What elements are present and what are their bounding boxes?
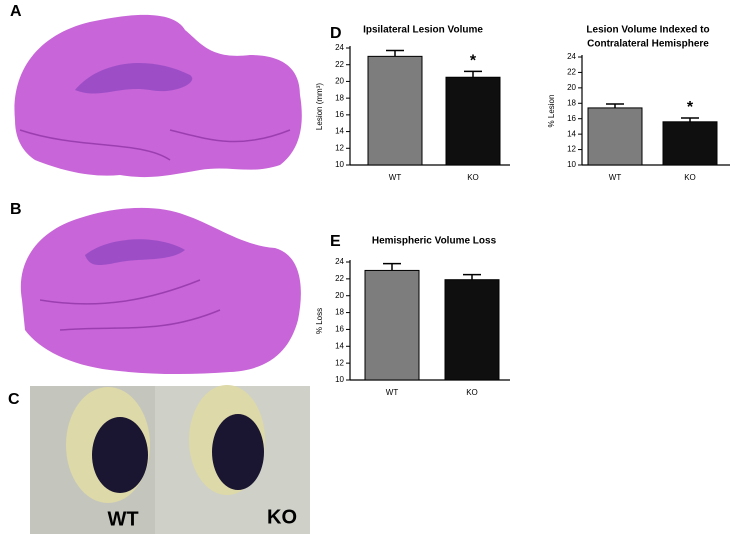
y-tick-label: 22 [335,60,344,69]
significance-mark: * [470,53,477,70]
y-tick-label: 18 [567,98,576,107]
bar [587,107,643,166]
y-tick-label: 16 [335,325,344,334]
chart-title: Lesion Volume Indexed to [586,25,709,36]
y-tick-label: 10 [335,375,344,384]
panel-label: C [8,391,20,408]
y-tick-label: 16 [335,110,344,119]
panel-label: E [330,233,341,250]
y-tick-label: 12 [335,143,344,152]
y-tick-label: 22 [567,68,576,77]
section-photo-b [20,207,301,375]
x-tick-label: WT [389,173,402,182]
error-bar [606,103,624,108]
y-axis-label: Lesion (mm³) [315,83,324,130]
y-tick-label: 18 [335,93,344,102]
photo-label: KO [267,506,297,528]
y-tick-label: 14 [567,129,576,138]
panel-label: B [10,201,22,218]
y-tick-label: 20 [335,77,344,86]
y-axis-label: % Lesion [547,95,556,128]
x-tick-label: KO [466,388,478,397]
error-bar [464,70,482,78]
x-tick-label: WT [386,388,399,397]
y-tick-label: 20 [335,291,344,300]
error-bar [681,117,699,122]
y-tick-label: 20 [567,83,576,92]
bar [444,279,500,381]
x-tick-label: WT [609,173,622,182]
significance-mark: * [687,99,694,116]
section-photo-a [14,14,302,178]
y-tick-label: 12 [335,358,344,367]
chart-title: Ipsilateral Lesion Volume [363,25,483,36]
error-bar [386,49,404,57]
y-tick-label: 24 [335,257,344,266]
bar [445,76,501,166]
y-tick-label: 14 [335,341,344,350]
y-axis-label: % Loss [315,308,324,334]
x-tick-label: KO [467,173,479,182]
photo-label: WT [107,508,138,530]
y-tick-label: 10 [567,160,576,169]
y-tick-label: 14 [335,127,344,136]
y-tick-label: 18 [335,308,344,317]
y-tick-label: 10 [335,160,344,169]
bar [364,269,420,381]
error-bar [383,262,401,271]
y-tick-label: 12 [567,145,576,154]
bar [367,55,423,166]
y-tick-label: 22 [335,274,344,283]
panel-label: A [10,3,22,20]
chart-title: Contralateral Hemisphere [587,39,709,50]
y-tick-label: 24 [567,52,576,61]
panel-label: D [330,25,342,42]
y-tick-label: 24 [335,43,344,52]
y-tick-label: 16 [567,114,576,123]
x-tick-label: KO [684,173,696,182]
chart-title: Hemispheric Volume Loss [372,236,497,247]
brain-photo-c [30,385,310,534]
bar [662,121,718,166]
error-bar [463,273,481,280]
